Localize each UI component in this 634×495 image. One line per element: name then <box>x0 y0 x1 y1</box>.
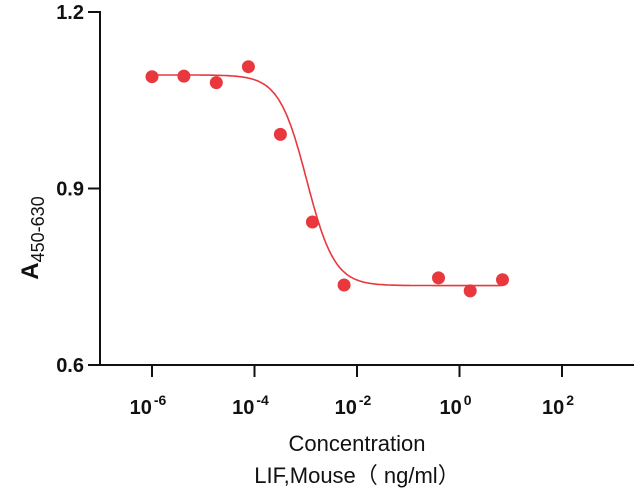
data-point <box>273 127 287 141</box>
x-tick-labels: 10 -6 10 -4 10 -2 10 0 10 2 <box>130 392 575 419</box>
y-axis-label-main: A <box>17 262 44 279</box>
data-points <box>145 60 509 298</box>
x-tick-exponent: -2 <box>359 392 372 408</box>
x-tick-label: 10 -6 <box>130 392 167 419</box>
x-tick-exponent: -4 <box>256 392 269 408</box>
x-tick-base: 10 <box>439 397 461 419</box>
x-tick-label: 10 -2 <box>335 392 372 419</box>
x-axis-label-line1: Concentration <box>289 431 426 456</box>
y-tick-label: 1.2 <box>56 2 84 24</box>
data-point <box>496 273 509 287</box>
x-tick-base: 10 <box>130 397 152 419</box>
x-tick-label: 10 -4 <box>232 392 269 419</box>
data-point <box>209 76 223 90</box>
y-axis-label: A450-630 <box>17 196 48 279</box>
data-point <box>337 278 351 292</box>
x-tick-base: 10 <box>542 397 564 419</box>
axes <box>88 11 634 377</box>
fit-curve <box>152 74 502 287</box>
data-point <box>432 271 445 285</box>
x-tick-label: 10 2 <box>542 392 574 419</box>
x-tick-base: 10 <box>232 397 254 419</box>
x-tick-base: 10 <box>335 397 357 419</box>
x-tick-exponent: 0 <box>464 392 472 408</box>
x-tick-exponent: 2 <box>566 392 574 408</box>
x-axis-label-line2: LIF,Mouse（ ng/ml） <box>254 463 459 488</box>
data-point <box>145 70 159 84</box>
data-point <box>177 69 191 83</box>
y-tick-labels: 0.6 0.9 1.2 <box>56 2 84 377</box>
x-tick-exponent: -6 <box>154 392 167 408</box>
y-axis-label-subscript: 450-630 <box>28 196 48 262</box>
data-point <box>463 284 477 298</box>
data-point <box>305 215 319 229</box>
data-point <box>241 60 255 74</box>
y-tick-label: 0.9 <box>56 179 84 201</box>
x-tick-label: 10 0 <box>439 392 471 419</box>
y-tick-label: 0.6 <box>56 355 84 377</box>
